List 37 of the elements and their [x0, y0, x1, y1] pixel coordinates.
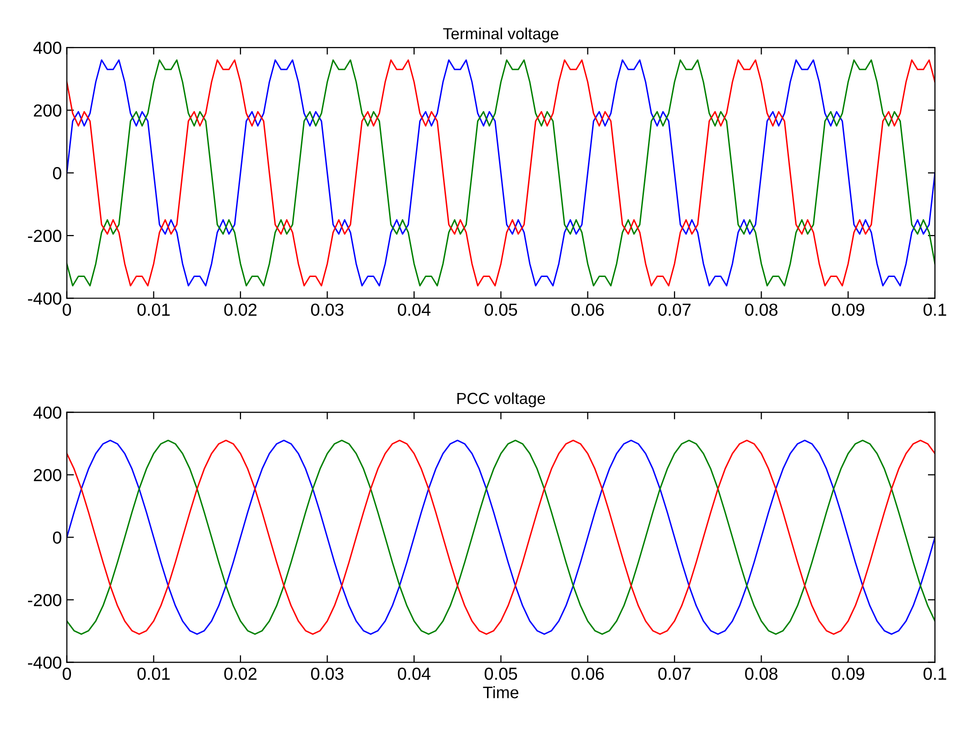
y-tick-label: 0 [53, 167, 62, 180]
y-tick-label: 400 [33, 406, 62, 419]
x-tick-label: 0.02 [224, 304, 256, 316]
x-tick-label: 0.09 [832, 304, 864, 316]
line-series [66, 59, 935, 286]
x-tick-label: 0.07 [658, 304, 691, 316]
x-tick-label: 0.03 [311, 304, 344, 316]
x-tick-label: 0 [62, 668, 71, 680]
x-tick-label: 0.05 [484, 668, 518, 680]
x-tick-label: 0.07 [658, 668, 691, 680]
x-tick-label: 0.05 [484, 304, 518, 316]
x-tick-label: 0.01 [137, 304, 170, 316]
y-tick-label: 200 [34, 468, 62, 482]
x-tick-label: 0.02 [224, 668, 256, 680]
chart-title: PCC voltage [457, 392, 546, 408]
y-tick-label: -400 [28, 292, 62, 305]
x-tick-label: 0.06 [571, 668, 604, 680]
x-tick-label: 0.09 [832, 668, 864, 680]
x-tick-label: 0.08 [745, 304, 778, 316]
x-tick-label: 0.04 [398, 668, 430, 680]
x-axis-title: Time [483, 686, 518, 698]
x-tick-label: 0.03 [311, 668, 344, 680]
chart-title: Terminal voltage [443, 28, 558, 42]
y-tick-label: -400 [28, 656, 62, 669]
x-tick-label: 0.1 [924, 668, 946, 680]
x-tick-label: 0.08 [745, 668, 778, 680]
y-tick-label: 200 [34, 104, 62, 117]
y-tick-label: -200 [28, 594, 62, 606]
y-tick-label: -200 [28, 230, 62, 242]
y-tick-label: 0 [53, 531, 62, 544]
y-tick-label: 400 [33, 42, 62, 54]
x-tick-label: 0.04 [398, 304, 430, 316]
x-tick-label: 0.01 [137, 668, 170, 680]
x-tick-label: 0 [62, 304, 71, 316]
x-tick-label: 0.1 [924, 304, 946, 316]
x-tick-label: 0.06 [571, 304, 604, 316]
line-series [66, 440, 935, 635]
